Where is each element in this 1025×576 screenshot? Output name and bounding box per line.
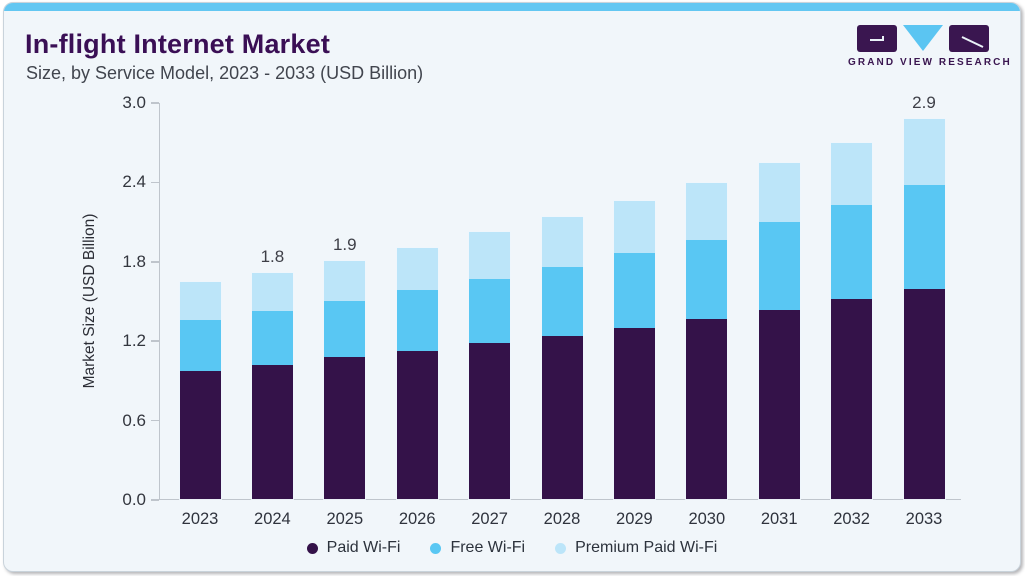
bar-segment bbox=[251, 272, 293, 312]
bar-segment bbox=[324, 260, 366, 301]
bar-segment bbox=[831, 299, 873, 499]
bar-segment bbox=[179, 370, 221, 499]
chart-legend: Paid Wi-Fi Free Wi-Fi Premium Paid Wi-Fi bbox=[4, 539, 1020, 557]
bar-segment bbox=[613, 201, 655, 253]
stacked-bar-2026 bbox=[396, 247, 438, 499]
x-axis-label: 2027 bbox=[471, 510, 508, 528]
stacked-bar-2031 bbox=[758, 162, 800, 499]
bar-segment bbox=[686, 319, 728, 499]
gvr-logo-icon bbox=[857, 25, 989, 52]
x-axis-label: 2026 bbox=[398, 510, 436, 528]
stacked-bar-2033 bbox=[903, 119, 945, 499]
x-axis-label: 2031 bbox=[760, 510, 798, 528]
bar-segment bbox=[396, 247, 438, 290]
stacked-bar-2025 bbox=[324, 260, 366, 499]
stacked-bar-2023 bbox=[179, 281, 221, 499]
bar-segment bbox=[903, 119, 945, 186]
y-axis-tick-label: 1.8 bbox=[122, 251, 146, 271]
bar-segment bbox=[541, 217, 583, 268]
x-axis-label: 2032 bbox=[833, 510, 870, 528]
gvr-logo: GRAND VIEW RESEARCH bbox=[848, 25, 1012, 68]
stacked-bar-2027 bbox=[469, 231, 511, 499]
page-title: In-flight Internet Market bbox=[25, 29, 331, 59]
bar-segment bbox=[831, 205, 873, 300]
bar-segment bbox=[469, 279, 511, 343]
y-axis-title: Market Size (USD Billion) bbox=[81, 213, 98, 389]
y-axis-tick bbox=[151, 181, 159, 184]
legend-marker-icon bbox=[555, 542, 567, 554]
bar-segment bbox=[324, 300, 366, 358]
bar-segment bbox=[541, 267, 583, 337]
bar-segment bbox=[686, 182, 728, 240]
bar-segment bbox=[396, 289, 438, 351]
legend-label: Paid Wi-Fi bbox=[326, 539, 401, 556]
bar-segment bbox=[179, 281, 221, 321]
bar-segment bbox=[831, 143, 873, 206]
y-axis-tick bbox=[151, 419, 159, 422]
plot-area: Market Size (USD Billion) 0.0 0.6 1.2 1.8 2.… bbox=[81, 93, 961, 528]
y-axis-tick-label: 0.0 bbox=[122, 490, 146, 509]
bar-segment bbox=[469, 342, 511, 499]
legend-item: Free Wi-Fi bbox=[430, 539, 525, 557]
bar-total-label: 1.8 bbox=[260, 246, 285, 266]
bar-segment bbox=[251, 311, 293, 366]
bar-segment bbox=[758, 162, 800, 223]
bar-segment bbox=[179, 320, 221, 371]
x-axis-label: 2029 bbox=[616, 510, 653, 528]
gvr-logo-text: GRAND VIEW RESEARCH bbox=[848, 57, 1012, 68]
stacked-bar-2029 bbox=[613, 201, 655, 499]
legend-label: Premium Paid Wi-Fi bbox=[575, 539, 718, 556]
page-subtitle: Size, by Service Model, 2023 - 2033 (USD… bbox=[26, 63, 424, 83]
y-axis-tick bbox=[151, 499, 159, 501]
bar-segment bbox=[469, 231, 511, 280]
bar-segment bbox=[686, 239, 728, 320]
bar-segment bbox=[903, 288, 945, 499]
legend-label: Free Wi-Fi bbox=[450, 539, 526, 556]
bar-segment bbox=[324, 357, 366, 499]
x-axis-label: 2033 bbox=[905, 510, 943, 528]
y-axis-tick bbox=[151, 261, 159, 263]
bar-segment bbox=[613, 252, 655, 329]
bar-total-label: 1.9 bbox=[332, 234, 357, 254]
bar-total-label: 2.9 bbox=[912, 93, 936, 113]
legend-marker-icon bbox=[430, 542, 442, 554]
y-axis-tick bbox=[151, 102, 159, 104]
x-axis-label: 2024 bbox=[254, 510, 291, 528]
legend-item: Premium Paid Wi-Fi bbox=[555, 539, 717, 557]
bar-segment bbox=[903, 185, 945, 289]
bar-segment bbox=[758, 222, 800, 310]
stacked-bar-2024 bbox=[251, 272, 293, 499]
top-accent-bar bbox=[4, 3, 1020, 11]
stacked-bar-2030 bbox=[686, 182, 728, 499]
y-axis-tick-label: 1.2 bbox=[122, 331, 146, 351]
x-axis-label: 2023 bbox=[181, 510, 219, 528]
y-axis-tick bbox=[151, 340, 159, 342]
bar-segment bbox=[541, 336, 583, 499]
bar-segment bbox=[396, 350, 438, 499]
stacked-bar-2032 bbox=[831, 143, 873, 499]
y-axis-tick-label: 3.0 bbox=[122, 93, 146, 112]
x-axis-label: 2025 bbox=[326, 510, 364, 528]
bar-segment bbox=[613, 328, 655, 499]
legend-marker-icon bbox=[306, 542, 318, 554]
chart-card: In-flight Internet Market Size, by Servi… bbox=[3, 2, 1021, 572]
legend-item: Paid Wi-Fi bbox=[306, 539, 401, 557]
bar-segment bbox=[758, 309, 800, 499]
x-axis-label: 2028 bbox=[543, 510, 581, 528]
stacked-bar-2028 bbox=[541, 217, 583, 499]
y-axis-tick-label: 2.4 bbox=[122, 172, 146, 192]
y-axis-tick-label: 0.6 bbox=[122, 410, 146, 430]
x-axis-label: 2030 bbox=[688, 510, 726, 528]
bar-segment bbox=[251, 365, 293, 499]
